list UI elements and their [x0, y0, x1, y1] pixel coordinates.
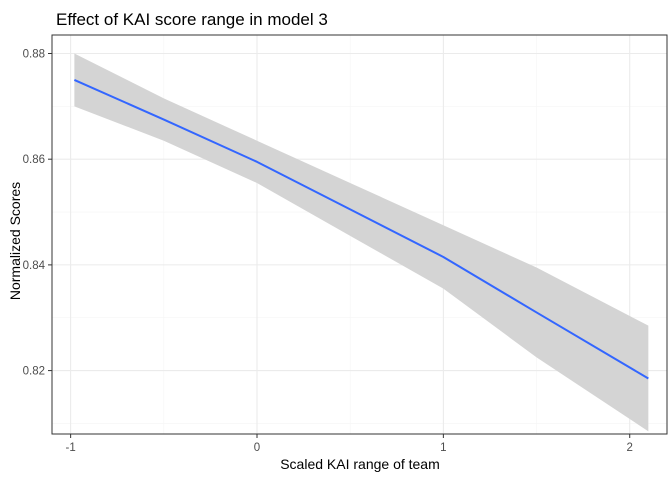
y-axis-title: Normalized Scores [7, 182, 23, 300]
x-tick-label: 1 [440, 442, 446, 454]
x-axis: -1 0 1 2 [66, 434, 633, 454]
y-tick-label: 0.86 [23, 154, 45, 166]
y-tick-label: 0.84 [23, 260, 46, 272]
y-tick-label: 0.82 [23, 366, 45, 378]
chart-title: Effect of KAI score range in model 3 [56, 10, 328, 29]
panel-border [51, 34, 668, 435]
x-tick-label: 0 [254, 442, 260, 454]
y-tick-label: 0.88 [23, 48, 45, 60]
confidence-band [74, 53, 649, 432]
x-axis-title: Scaled KAI range of team [280, 456, 440, 472]
x-tick-label: 2 [627, 442, 633, 454]
x-tick-label: -1 [66, 442, 76, 454]
y-axis: 0.82 0.84 0.86 0.88 [23, 48, 52, 378]
fitted-line [73, 79, 649, 380]
